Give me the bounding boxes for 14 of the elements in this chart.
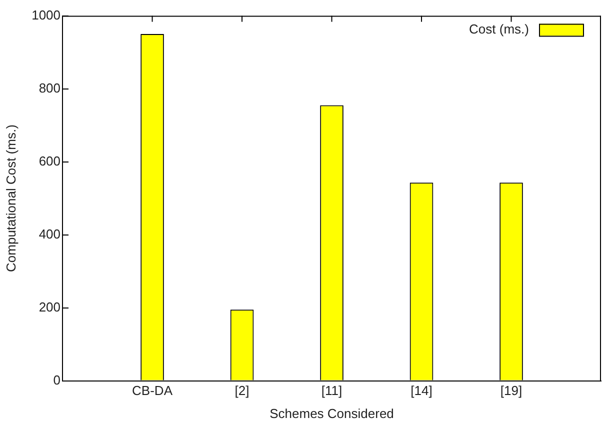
y-tick-label: 400 bbox=[38, 226, 61, 242]
x-axis-title: Schemes Considered bbox=[270, 406, 394, 421]
x-tick-label: CB-DA bbox=[132, 383, 173, 398]
y-tick-label: 600 bbox=[38, 153, 61, 168]
x-tick-label: [2] bbox=[234, 383, 250, 398]
y-tick-label: 1000 bbox=[32, 7, 61, 22]
y-tick-label: 0 bbox=[53, 372, 61, 388]
y-axis-title: Computational Cost (ms.) bbox=[3, 124, 18, 272]
x-tick-label: [11] bbox=[321, 383, 342, 398]
x-tick-label: [19] bbox=[500, 383, 522, 398]
legend-label: Cost (ms.) bbox=[469, 21, 529, 36]
y-tick-label: 800 bbox=[38, 80, 61, 96]
y-tick-label: 200 bbox=[38, 299, 61, 314]
x-tick-label: [14] bbox=[410, 383, 432, 398]
